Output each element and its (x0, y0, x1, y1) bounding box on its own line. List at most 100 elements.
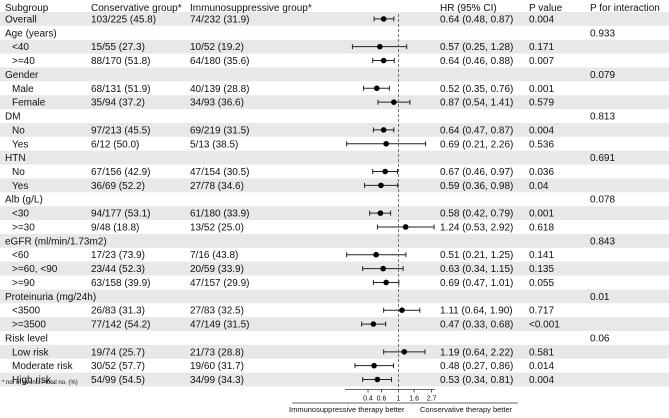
header-hr: HR (95% CI) (440, 3, 497, 14)
row-band (0, 289, 669, 304)
subgroup-label: High risk (12, 375, 52, 386)
row-band (0, 344, 669, 359)
p-value: 0.004 (529, 14, 554, 25)
x-tick-label: 1.6 (409, 395, 419, 402)
p-value: 0.036 (529, 167, 554, 178)
conservative-events: 94/177 (53.1) (91, 209, 151, 220)
conservative-events: 9/48 (18.8) (91, 222, 139, 233)
hr-point (373, 85, 380, 92)
hr-point (377, 210, 384, 216)
table-row: Yes 6/12 (50.0) 5/13 (38.5) 0.69 (0.21, 2.2… (12, 139, 554, 150)
hr-point (370, 321, 377, 327)
p-value: 0.717 (529, 306, 554, 317)
immuno-events: 7/16 (43.8) (190, 250, 238, 261)
x-tick-label: 2.7 (427, 395, 437, 402)
p-value: 0.536 (529, 139, 554, 150)
hr-point (399, 307, 405, 314)
table-row: <30 94/177 (53.1) 61/180 (33.9) 0.58 (0.42,… (12, 209, 554, 220)
conservative-events: 19/74 (25.7) (91, 347, 145, 358)
subgroup-label: >=40 (12, 56, 35, 67)
subgroup-label: >=3500 (12, 320, 46, 331)
p-interaction-value: 0.079 (590, 70, 615, 81)
x-tick-label: 0.6 (377, 395, 387, 402)
p-interaction-value: 0.933 (590, 28, 615, 39)
immuno-events: 27/78 (34.6) (190, 181, 244, 192)
p-interaction-value: 0.691 (590, 153, 615, 164)
group-header-row: Proteinuria (mg/24h) 0.01 (5, 292, 610, 303)
p-value: 0.014 (529, 361, 554, 372)
row-band (0, 122, 669, 137)
table-row: Moderate risk 30/52 (57.7) 19/60 (31.7) 0.4… (12, 361, 554, 372)
subgroup-label: Overall (5, 14, 37, 25)
immuno-events: 64/180 (35.6) (190, 56, 250, 67)
hr-ci-text: 0.51 (0.21, 1.25) (440, 250, 513, 261)
hr-ci-text: 1.11 (0.64, 1.90) (440, 306, 513, 317)
table-row: No 97/213 (45.5) 69/219 (31.5) 0.64 (0.47, … (12, 125, 554, 136)
table-row: No 67/156 (42.9) 47/154 (30.5) 0.67 (0.46, … (12, 167, 554, 178)
hr-point (371, 362, 377, 369)
hr-point (380, 57, 387, 64)
table-row: Low risk 19/74 (25.7) 21/73 (28.8) 1.19 (0.… (12, 347, 554, 358)
p-value: 0.171 (529, 42, 554, 53)
forest-marks (346, 16, 435, 383)
p-interaction-value: 0.01 (590, 292, 610, 303)
footnote: * no. of events / total no. (%) (2, 380, 78, 386)
table-row: >=40 88/170 (51.8) 64/180 (35.6) 0.64 (0.46… (12, 56, 554, 67)
subgroup-label: Risk level (5, 333, 48, 344)
header-subgroup: Subgroup (5, 3, 49, 14)
conservative-events: 15/55 (27.3) (91, 42, 145, 53)
p-value: 0.135 (529, 264, 554, 275)
row-band (0, 261, 669, 276)
conservative-events: 77/142 (54.2) (91, 320, 151, 331)
header-immuno: Immunosuppressive group* (190, 3, 312, 14)
p-value: 0.618 (529, 222, 554, 233)
immuno-events: 5/13 (38.5) (190, 139, 238, 150)
x-axis: 0.4 0.6 1 1.6 2.7 Immunosuppressive therapy b… (289, 14, 518, 414)
group-header-row: Age (years) 0.933 (5, 28, 615, 39)
conservative-events: 68/131 (51.9) (91, 84, 151, 95)
row-band (0, 372, 669, 387)
table-row: >=90 63/158 (39.9) 47/157 (29.9) 0.69 (0.47… (12, 278, 554, 289)
subgroup-label: Yes (12, 139, 28, 150)
group-header-row: HTN 0.691 (5, 153, 615, 164)
p-interaction-value: 0.078 (590, 195, 615, 206)
x-tick-label: 1 (397, 395, 401, 402)
direction-right-label: Conservative therapy better (420, 405, 513, 414)
conservative-events: 67/156 (42.9) (91, 167, 151, 178)
conservative-events: 103/225 (45.8) (91, 14, 156, 25)
row-band (0, 206, 669, 221)
row-band (0, 317, 669, 332)
hr-point (382, 168, 388, 175)
hr-ci-text: 0.64 (0.47, 0.87) (440, 125, 513, 136)
table-row: High risk 54/99 (54.5) 34/99 (34.3) 0.53 (0… (12, 375, 554, 386)
p-value: 0.001 (529, 84, 554, 95)
table-rows: Overall 103/225 (45.8) 74/232 (31.9) 0.64 (… (5, 14, 615, 386)
immuno-events: 13/52 (25.0) (190, 222, 244, 233)
conservative-events: 63/158 (39.9) (91, 278, 151, 289)
p-value: 0.579 (529, 98, 554, 109)
subgroup-label: Proteinuria (mg/24h) (5, 292, 96, 303)
hr-point (383, 279, 389, 286)
hr-ci-text: 0.53 (0.34, 0.81) (440, 375, 513, 386)
hr-point (391, 99, 397, 105)
conservative-events: 88/170 (51.8) (91, 56, 151, 67)
conservative-events: 6/12 (50.0) (91, 139, 139, 150)
table-row: >=60, <90 23/44 (52.3) 20/59 (33.9) 0.63 (0… (12, 264, 554, 275)
table-row: <3500 26/83 (31.3) 27/83 (32.5) 1.11 (0.64,… (12, 306, 554, 317)
conservative-events: 17/23 (73.9) (91, 250, 145, 261)
conservative-events: 23/44 (52.3) (91, 264, 145, 275)
header-p-value: P value (529, 3, 563, 14)
row-band (0, 95, 669, 110)
p-value: 0.04 (529, 181, 549, 192)
conservative-events: 97/213 (45.5) (91, 125, 151, 136)
row-bands (0, 12, 669, 387)
immuno-events: 19/60 (31.7) (190, 361, 244, 372)
p-interaction-value: 0.843 (590, 236, 615, 247)
row-band (0, 39, 669, 54)
group-header-row: Gender 0.079 (5, 70, 615, 81)
immuno-events: 61/180 (33.9) (190, 209, 250, 220)
hr-point (402, 224, 409, 230)
header-conservative: Conservative group* (91, 3, 182, 14)
hr-ci-text: 0.67 (0.46, 0.97) (440, 167, 513, 178)
conservative-events: 54/99 (54.5) (91, 375, 145, 386)
